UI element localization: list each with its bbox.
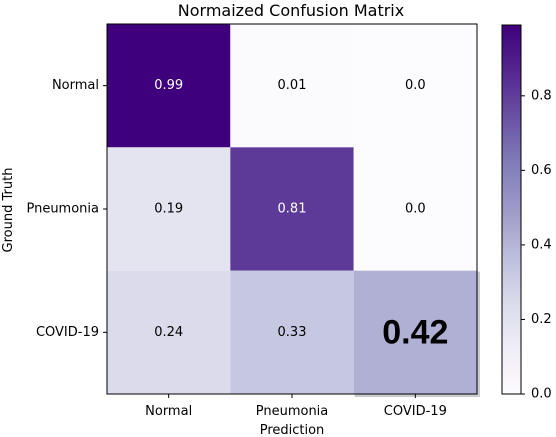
- heatmap-cell: [230, 147, 354, 271]
- colorbar-tick-label: 0.8: [531, 88, 552, 103]
- y-tick-label: Normal: [52, 78, 99, 93]
- heatmap-cell-label: 0.33: [278, 325, 307, 340]
- heatmap-cell-label: 0.0: [405, 78, 426, 93]
- heatmap-cell: [107, 147, 231, 271]
- x-tick-label: Pneumonia: [256, 404, 329, 419]
- colorbar-gradient: [501, 24, 522, 395]
- heatmap-cell: [353, 147, 477, 271]
- heatmap-cell: [230, 270, 354, 394]
- x-axis-label: Prediction: [260, 423, 325, 437]
- x-tick-label: COVID-19: [384, 404, 447, 419]
- y-axis-label: Ground Truth: [1, 168, 16, 253]
- heatmap-cell-label: 0.0: [405, 202, 426, 217]
- heatmap-cell-label: 0.99: [154, 78, 183, 93]
- x-tick-label: Normal: [145, 404, 192, 419]
- heatmap-cell-label: 0.81: [278, 202, 307, 217]
- heatmap-cell: [107, 270, 231, 394]
- heatmap-cell-labels: 0.99 0.01 0.0 0.19 0.81 0.0 0.24 0.33 0.42: [154, 78, 448, 351]
- heatmap-cell: [353, 24, 477, 148]
- y-tick-label: Pneumonia: [26, 202, 99, 217]
- heatmap-cell-label: 0.19: [154, 202, 183, 217]
- x-axis-ticks: Normal Pneumonia COVID-19: [145, 394, 447, 419]
- heatmap-cells: [107, 24, 480, 397]
- colorbar-tick-label: 0.6: [531, 163, 552, 178]
- colorbar-tick-label: 0.0: [531, 387, 552, 402]
- heatmap-cell: [230, 24, 354, 148]
- heatmap-cell-label: 0.24: [154, 325, 183, 340]
- heatmap-cell-label: 0.42: [382, 313, 448, 351]
- chart-title: Normaized Confusion Matrix: [178, 1, 404, 20]
- heatmap-cell: [107, 24, 231, 148]
- heatmap-cell: [353, 270, 477, 394]
- colorbar-tick-label: 0.2: [531, 312, 552, 327]
- colorbar-tick-label: 0.4: [531, 237, 552, 252]
- heatmap-cell-label: 0.01: [278, 78, 307, 93]
- y-axis-ticks: Normal Pneumonia COVID-19: [26, 78, 107, 340]
- colorbar: 0.0 0.2 0.4 0.6 0.8: [501, 24, 552, 402]
- y-tick-label: COVID-19: [36, 325, 99, 340]
